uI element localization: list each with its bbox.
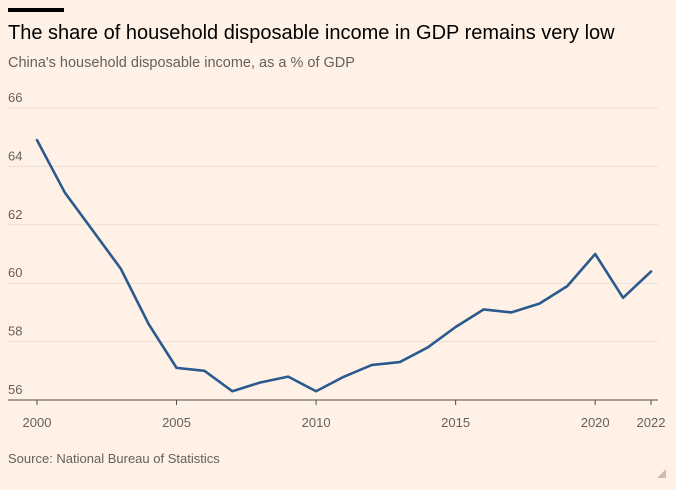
data-point-2012 [370,363,374,367]
x-tick-label-2015: 2015 [441,415,470,430]
data-point-2011 [342,375,346,379]
chart-subtitle: China's household disposable income, as … [8,55,355,71]
data-point-2022 [649,270,653,274]
y-tick-label-66: 66 [8,90,22,105]
data-point-2004 [147,322,151,326]
data-point-2010 [314,389,318,393]
y-tick-label-56: 56 [8,382,22,397]
data-point-2009 [286,375,290,379]
x-tick-label-2010: 2010 [302,415,331,430]
data-point-2008 [258,380,262,384]
series-layer [35,138,653,393]
data-point-2003 [119,267,123,271]
resize-corner-icon [657,469,666,478]
y-tick-label-58: 58 [8,324,22,339]
y-tick-label-60: 60 [8,265,22,280]
x-tick-label-2005: 2005 [162,415,191,430]
data-point-2000 [35,138,39,142]
brand-bar [8,8,64,12]
chart-title: The share of household disposable income… [8,22,615,44]
grid-lines [8,107,658,401]
series-line-0 [35,138,653,393]
x-tick-label-2022: 2022 [637,415,666,430]
data-point-2002 [91,229,95,233]
data-point-2018 [537,302,541,306]
data-point-2006 [202,369,206,373]
data-point-2019 [565,284,569,288]
data-point-2015 [454,325,458,329]
data-point-2014 [426,345,430,349]
data-point-2017 [509,310,513,314]
data-point-2021 [621,296,625,300]
y-tick-label-64: 64 [8,148,22,163]
data-point-2020 [593,252,597,256]
source-note: Source: National Bureau of Statistics [8,451,220,466]
axis-ticks: 56 58 60 62 64 66 2000 2005 2010 2015 2020 2022 [8,90,665,430]
data-point-2007 [230,389,234,393]
data-point-2016 [482,307,486,311]
x-tick-label-2020: 2020 [581,415,610,430]
data-point-2005 [175,366,179,370]
data-point-2001 [63,191,67,195]
x-tick-label-2000: 2000 [23,415,52,430]
y-tick-label-62: 62 [8,207,22,222]
data-point-2013 [398,360,402,364]
